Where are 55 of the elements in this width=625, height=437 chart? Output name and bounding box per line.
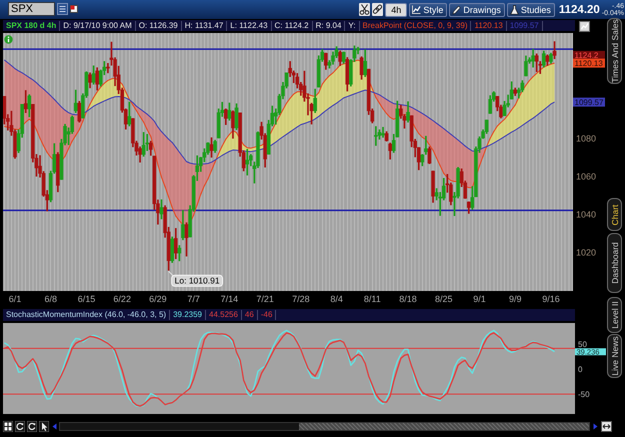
text: BreakPoint (CLOSE, 0, 9, 39) xyxy=(360,20,472,30)
text: H: 1131.47 xyxy=(182,20,228,30)
toolbar-button: 4h xyxy=(385,2,408,16)
x-tick-label: 8/11 xyxy=(364,294,381,304)
y-tick-label: 1060 xyxy=(576,172,596,182)
y-tick-label: 50 xyxy=(578,340,588,350)
candlestick xyxy=(381,126,385,138)
x-tick-label: 7/21 xyxy=(256,294,274,304)
x-tick-label: 6/1 xyxy=(8,294,22,304)
text: 1124.2 xyxy=(574,51,599,60)
side-tab: Times And Sales xyxy=(607,18,622,84)
text: Y: xyxy=(345,20,360,30)
x-tick-label: 7/14 xyxy=(220,294,238,304)
text: D: 9/17/10 9:00 AM xyxy=(60,20,136,30)
chart-subtitle: SPX 180 d 4h xyxy=(3,20,60,30)
text: O: 1126.39 xyxy=(136,20,182,30)
x-tick-label: 9/16 xyxy=(542,294,560,304)
y-tick-label: 0 xyxy=(578,364,583,374)
toolbar-button: Drawings xyxy=(449,2,505,16)
x-tick-label: 6/22 xyxy=(113,294,131,304)
toolbar-button: Style xyxy=(409,2,448,16)
text: 46 xyxy=(242,310,258,320)
text: 1120.13 xyxy=(471,20,507,30)
x-tick-label: 6/29 xyxy=(149,294,167,304)
text: 44.5256 xyxy=(206,310,242,320)
annotation: Lo: 1010.91 xyxy=(174,276,220,286)
side-tab: Level II xyxy=(607,297,622,333)
y-tick-label: -50 xyxy=(578,390,590,399)
text: -46 xyxy=(258,310,276,320)
x-tick-label: 6/8 xyxy=(44,294,57,304)
text: 39.2359 xyxy=(170,310,206,320)
text: 1124.20 xyxy=(558,4,600,16)
chart-title: StochasticMomentumIndex (46.0, -46.0, 3, 5) xyxy=(3,310,170,320)
text: L: 1122.43 xyxy=(227,20,272,30)
toolbar-button: Studies xyxy=(506,2,555,16)
text: 1099.57 xyxy=(506,20,543,30)
text: 1099.57 xyxy=(574,98,604,107)
x-tick-label: 9/1 xyxy=(473,294,486,304)
x-tick-label: 8/4 xyxy=(330,294,343,304)
chart-title: SPX xyxy=(8,2,55,16)
x-tick-label: 9/9 xyxy=(508,294,522,304)
side-tab: Chart xyxy=(607,198,622,231)
x-tick-label: 7/28 xyxy=(292,294,310,304)
side-tab: Live News xyxy=(607,334,622,378)
text: C: 1124.2 xyxy=(272,20,313,30)
text: R: 9.04 xyxy=(312,20,346,30)
x-tick-label: 7/7 xyxy=(187,294,200,304)
text: 1120.13 xyxy=(574,58,604,68)
side-tab: Dashboard xyxy=(607,233,622,293)
x-tick-label: 8/18 xyxy=(399,294,417,304)
y-tick-label: 1040 xyxy=(576,210,596,220)
x-tick-label: 6/15 xyxy=(78,294,96,304)
x-tick-label: 8/25 xyxy=(435,294,453,304)
y-tick-label: 1080 xyxy=(576,134,596,144)
y-tick-label: 1020 xyxy=(576,248,596,258)
